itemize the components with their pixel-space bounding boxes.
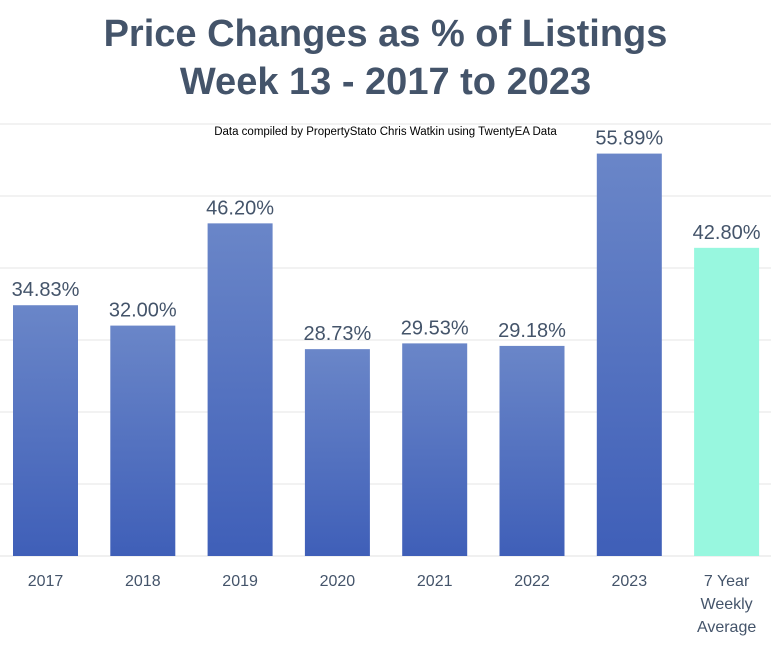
bar <box>110 325 176 556</box>
data-label: 32.00% <box>109 300 177 322</box>
data-label: 29.53% <box>401 317 469 339</box>
bars <box>13 153 760 557</box>
x-tick-label: 2020 <box>320 573 356 590</box>
data-label: 28.73% <box>303 323 371 345</box>
bar <box>207 223 273 557</box>
x-tick-label: 2019 <box>222 573 258 590</box>
data-labels: 34.83% 32.00% 46.20% 28.73% 29.53% 29.18% 55.8… <box>12 128 761 346</box>
chart-title: Price Changes as % of Listings Week 13 -… <box>0 10 771 106</box>
bar <box>596 153 662 557</box>
x-tick-label: 2023 <box>612 573 648 590</box>
data-label: 55.89% <box>595 128 663 150</box>
x-tick-label: Average <box>697 619 756 636</box>
bar <box>304 349 370 556</box>
x-axis-labels: 2017 2018 2019 2020 2021 2022 2023 7 Year Weekly… <box>28 573 757 636</box>
data-label: 46.20% <box>206 197 274 219</box>
bar <box>402 343 468 556</box>
data-label: 34.83% <box>12 279 80 301</box>
x-tick-label: 2017 <box>28 573 64 590</box>
x-tick-label: 2022 <box>514 573 550 590</box>
bar-average <box>694 247 760 556</box>
x-tick-label: 2018 <box>125 573 161 590</box>
chart-title-line-1: Price Changes as % of Listings <box>103 13 668 55</box>
bar <box>499 345 565 556</box>
data-label: 42.80% <box>693 222 761 244</box>
data-label: 29.18% <box>498 320 566 342</box>
chart-title-line-2: Week 13 - 2017 to 2023 <box>179 61 592 103</box>
x-tick-label: 7 Year <box>704 573 750 590</box>
bar <box>13 305 78 556</box>
x-tick-label: Weekly <box>701 596 753 613</box>
x-tick-label: 2021 <box>417 573 453 590</box>
chart-subtitle: Data compiled by PropertyStato Chris Wat… <box>214 126 557 138</box>
